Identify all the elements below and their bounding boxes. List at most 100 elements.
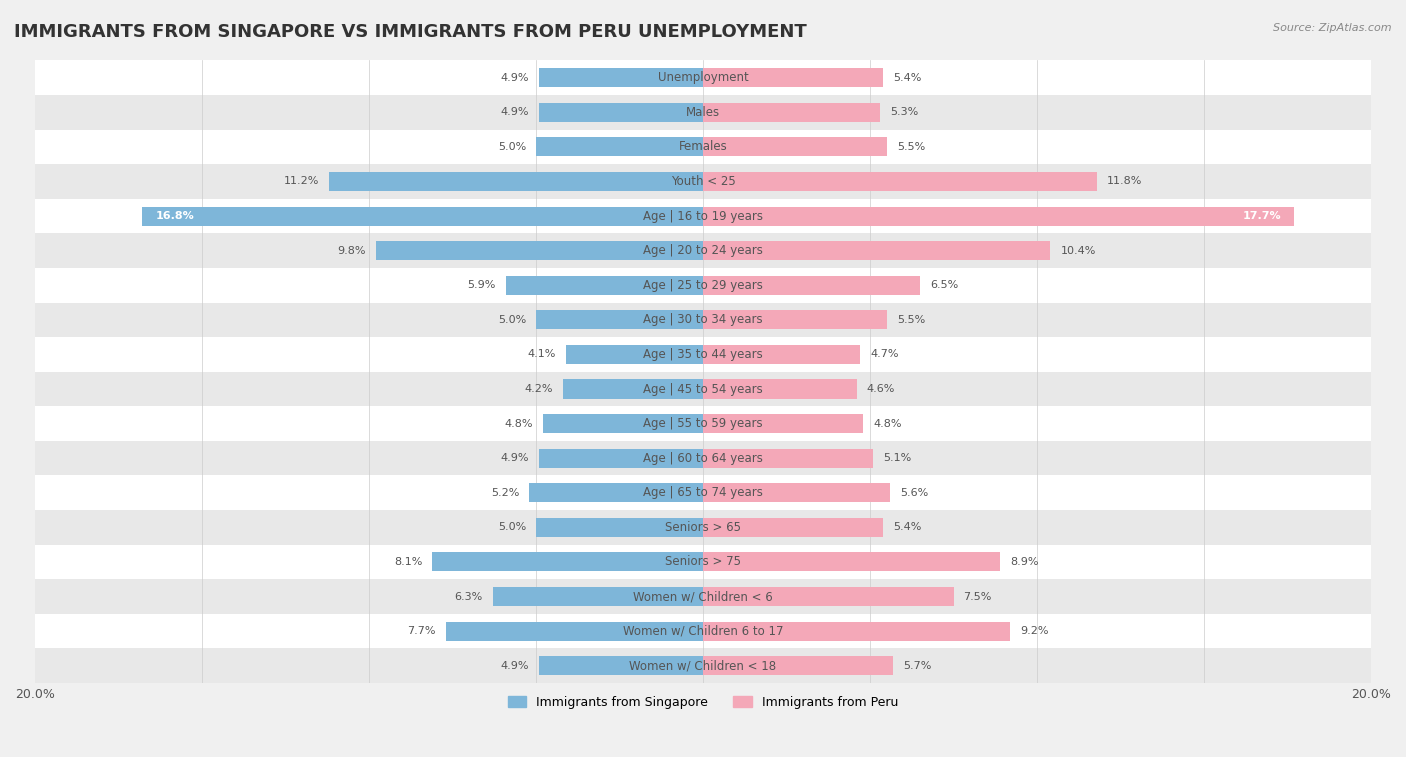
Bar bbox=[529, 483, 703, 503]
Text: 17.7%: 17.7% bbox=[1243, 211, 1281, 221]
Text: 4.8%: 4.8% bbox=[505, 419, 533, 428]
Bar bbox=[35, 337, 1371, 372]
Bar bbox=[35, 95, 1371, 129]
Bar bbox=[35, 199, 1371, 233]
Bar bbox=[703, 449, 873, 468]
Text: Age | 25 to 29 years: Age | 25 to 29 years bbox=[643, 279, 763, 291]
Text: 8.9%: 8.9% bbox=[1011, 557, 1039, 567]
Bar bbox=[35, 510, 1371, 544]
Bar bbox=[703, 207, 1295, 226]
Text: 5.5%: 5.5% bbox=[897, 142, 925, 152]
Text: Age | 35 to 44 years: Age | 35 to 44 years bbox=[643, 348, 763, 361]
Text: Women w/ Children < 6: Women w/ Children < 6 bbox=[633, 590, 773, 603]
Bar bbox=[536, 518, 703, 537]
Bar bbox=[703, 621, 1011, 640]
Bar bbox=[506, 276, 703, 294]
Text: Age | 45 to 54 years: Age | 45 to 54 years bbox=[643, 382, 763, 395]
Bar bbox=[562, 379, 703, 398]
Text: 6.5%: 6.5% bbox=[931, 280, 959, 290]
Text: 5.4%: 5.4% bbox=[893, 522, 922, 532]
Bar bbox=[540, 68, 703, 87]
Text: 6.3%: 6.3% bbox=[454, 591, 482, 602]
Bar bbox=[703, 345, 860, 364]
Bar bbox=[703, 379, 856, 398]
Legend: Immigrants from Singapore, Immigrants from Peru: Immigrants from Singapore, Immigrants fr… bbox=[502, 691, 904, 714]
Bar bbox=[703, 310, 887, 329]
Text: Males: Males bbox=[686, 106, 720, 119]
Text: 5.6%: 5.6% bbox=[900, 488, 928, 498]
Text: IMMIGRANTS FROM SINGAPORE VS IMMIGRANTS FROM PERU UNEMPLOYMENT: IMMIGRANTS FROM SINGAPORE VS IMMIGRANTS … bbox=[14, 23, 807, 41]
Bar bbox=[492, 587, 703, 606]
Bar bbox=[703, 553, 1000, 572]
Bar bbox=[703, 241, 1050, 260]
Text: 11.8%: 11.8% bbox=[1107, 176, 1143, 186]
Text: 4.1%: 4.1% bbox=[527, 350, 555, 360]
Bar bbox=[142, 207, 703, 226]
Bar bbox=[329, 172, 703, 191]
Text: 5.0%: 5.0% bbox=[498, 315, 526, 325]
Text: 7.7%: 7.7% bbox=[408, 626, 436, 636]
Bar bbox=[446, 621, 703, 640]
Text: 5.2%: 5.2% bbox=[491, 488, 519, 498]
Text: 11.2%: 11.2% bbox=[284, 176, 319, 186]
Bar bbox=[35, 129, 1371, 164]
Bar bbox=[375, 241, 703, 260]
Text: Age | 30 to 34 years: Age | 30 to 34 years bbox=[643, 313, 763, 326]
Bar bbox=[703, 172, 1097, 191]
Bar bbox=[35, 372, 1371, 407]
Bar bbox=[703, 103, 880, 122]
Text: 5.1%: 5.1% bbox=[883, 453, 911, 463]
Text: 5.3%: 5.3% bbox=[890, 107, 918, 117]
Text: Unemployment: Unemployment bbox=[658, 71, 748, 84]
Bar bbox=[433, 553, 703, 572]
Text: Source: ZipAtlas.com: Source: ZipAtlas.com bbox=[1274, 23, 1392, 33]
Text: 7.5%: 7.5% bbox=[963, 591, 991, 602]
Text: 4.7%: 4.7% bbox=[870, 350, 898, 360]
Text: 8.1%: 8.1% bbox=[394, 557, 422, 567]
Text: Age | 60 to 64 years: Age | 60 to 64 years bbox=[643, 452, 763, 465]
Text: 4.9%: 4.9% bbox=[501, 73, 529, 83]
Bar bbox=[540, 449, 703, 468]
Text: 5.9%: 5.9% bbox=[468, 280, 496, 290]
Bar bbox=[703, 276, 920, 294]
Text: 4.8%: 4.8% bbox=[873, 419, 901, 428]
Text: Females: Females bbox=[679, 140, 727, 154]
Bar bbox=[536, 137, 703, 157]
Text: 4.9%: 4.9% bbox=[501, 107, 529, 117]
Bar bbox=[703, 518, 883, 537]
Text: 16.8%: 16.8% bbox=[155, 211, 194, 221]
Text: Age | 20 to 24 years: Age | 20 to 24 years bbox=[643, 245, 763, 257]
Text: Seniors > 75: Seniors > 75 bbox=[665, 556, 741, 569]
Text: 4.6%: 4.6% bbox=[866, 384, 896, 394]
Text: Women w/ Children 6 to 17: Women w/ Children 6 to 17 bbox=[623, 625, 783, 637]
Text: Age | 55 to 59 years: Age | 55 to 59 years bbox=[643, 417, 763, 430]
Bar bbox=[540, 103, 703, 122]
Text: 5.0%: 5.0% bbox=[498, 142, 526, 152]
Text: 5.7%: 5.7% bbox=[904, 661, 932, 671]
Text: Women w/ Children < 18: Women w/ Children < 18 bbox=[630, 659, 776, 672]
Bar bbox=[35, 61, 1371, 95]
Text: Age | 16 to 19 years: Age | 16 to 19 years bbox=[643, 210, 763, 223]
Bar bbox=[35, 544, 1371, 579]
Bar bbox=[35, 475, 1371, 510]
Text: 5.4%: 5.4% bbox=[893, 73, 922, 83]
Text: 5.0%: 5.0% bbox=[498, 522, 526, 532]
Bar bbox=[35, 579, 1371, 614]
Bar bbox=[567, 345, 703, 364]
Text: 10.4%: 10.4% bbox=[1060, 246, 1095, 256]
Bar bbox=[35, 303, 1371, 337]
Bar bbox=[35, 407, 1371, 441]
Bar bbox=[540, 656, 703, 675]
Bar bbox=[703, 137, 887, 157]
Text: 9.2%: 9.2% bbox=[1021, 626, 1049, 636]
Text: Seniors > 65: Seniors > 65 bbox=[665, 521, 741, 534]
Bar bbox=[35, 268, 1371, 303]
Bar bbox=[703, 483, 890, 503]
Text: 5.5%: 5.5% bbox=[897, 315, 925, 325]
Bar bbox=[703, 656, 893, 675]
Text: 4.9%: 4.9% bbox=[501, 453, 529, 463]
Text: 4.2%: 4.2% bbox=[524, 384, 553, 394]
Text: Age | 65 to 74 years: Age | 65 to 74 years bbox=[643, 486, 763, 500]
Bar bbox=[703, 68, 883, 87]
Bar bbox=[35, 441, 1371, 475]
